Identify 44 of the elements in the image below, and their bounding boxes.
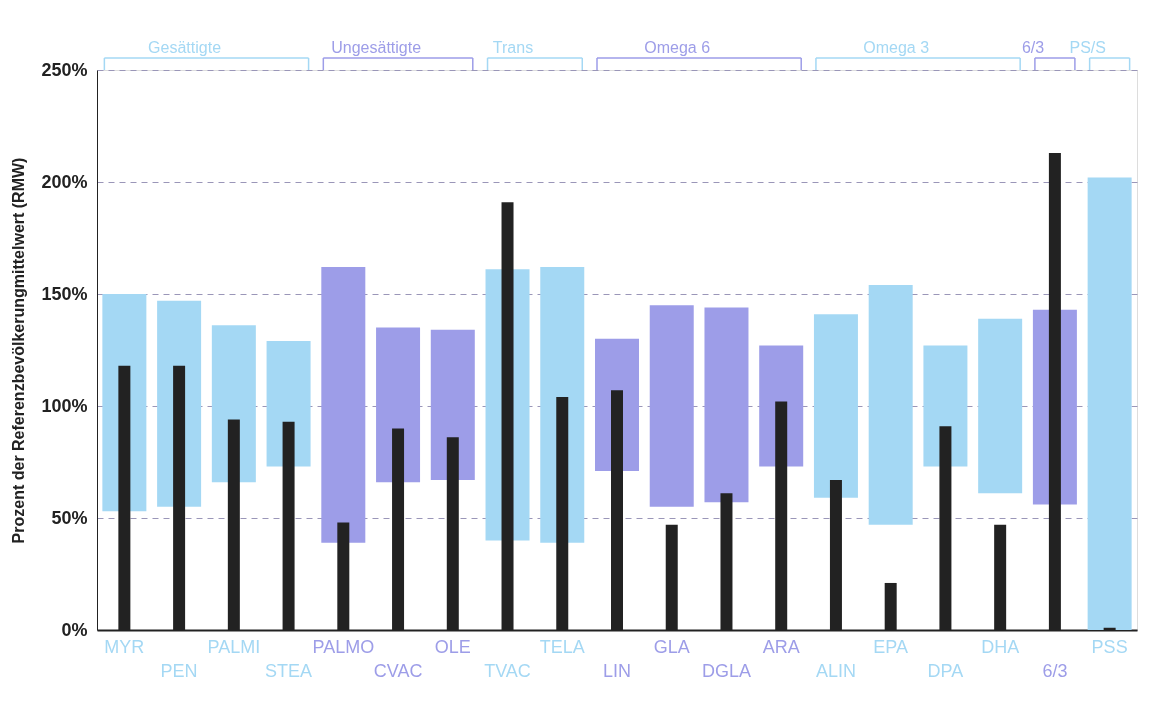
y-tick-label: 50% [51,507,88,528]
x-tick-label: MYR [104,637,145,657]
text: Ungesättigte [331,39,422,56]
x-tick-label: CVAC [373,661,423,681]
bar [813,314,858,498]
x-tick-label: TELA [539,637,585,657]
x-tick-label: ARA [762,637,800,657]
x-tick-label: EPA [873,637,909,657]
x-tick-label: PALMO [312,637,375,657]
x-tick-label: GLA [653,637,690,657]
text: PS/S [1069,39,1106,56]
bar [1087,177,1132,630]
y-tick-label: 0% [61,619,88,640]
bar [430,329,475,480]
bar [704,307,749,503]
y-tick-label: 200% [41,171,88,192]
y-axis-title: Prozent der Referenzbevölkerungmittelwert (RMW) [10,157,28,544]
y-tick-label: 100% [41,395,88,416]
x-tick-label: PEN [160,661,198,681]
bar [978,318,1023,494]
x-tick-label: PSS [1091,637,1128,657]
x-tick-label: DHA [981,637,1020,657]
text: Omega 3 [863,39,930,56]
text: Omega 6 [644,39,711,56]
text: Gesättigte [148,39,222,56]
x-tick-label: ALIN [815,661,856,681]
x-tick-label: DPA [927,661,964,681]
y-tick-label: 150% [41,283,88,304]
x-tick-label: TVAC [484,661,531,681]
bar [376,327,421,483]
bar [923,345,968,467]
bar [266,341,311,467]
bar [321,267,366,543]
x-tick-label: LIN [602,661,632,681]
y-tick-label: 250% [41,59,88,80]
bar [868,285,913,525]
text: Trans [492,39,534,56]
x-tick-label: DGLA [701,661,751,681]
text: 6/3 [1021,39,1045,56]
bar [649,305,694,507]
x-tick-label: PALMI [207,637,261,657]
x-tick-label: STEA [265,661,313,681]
x-tick-label: OLE [434,637,471,657]
x-tick-label: 6/3 [1042,661,1068,681]
